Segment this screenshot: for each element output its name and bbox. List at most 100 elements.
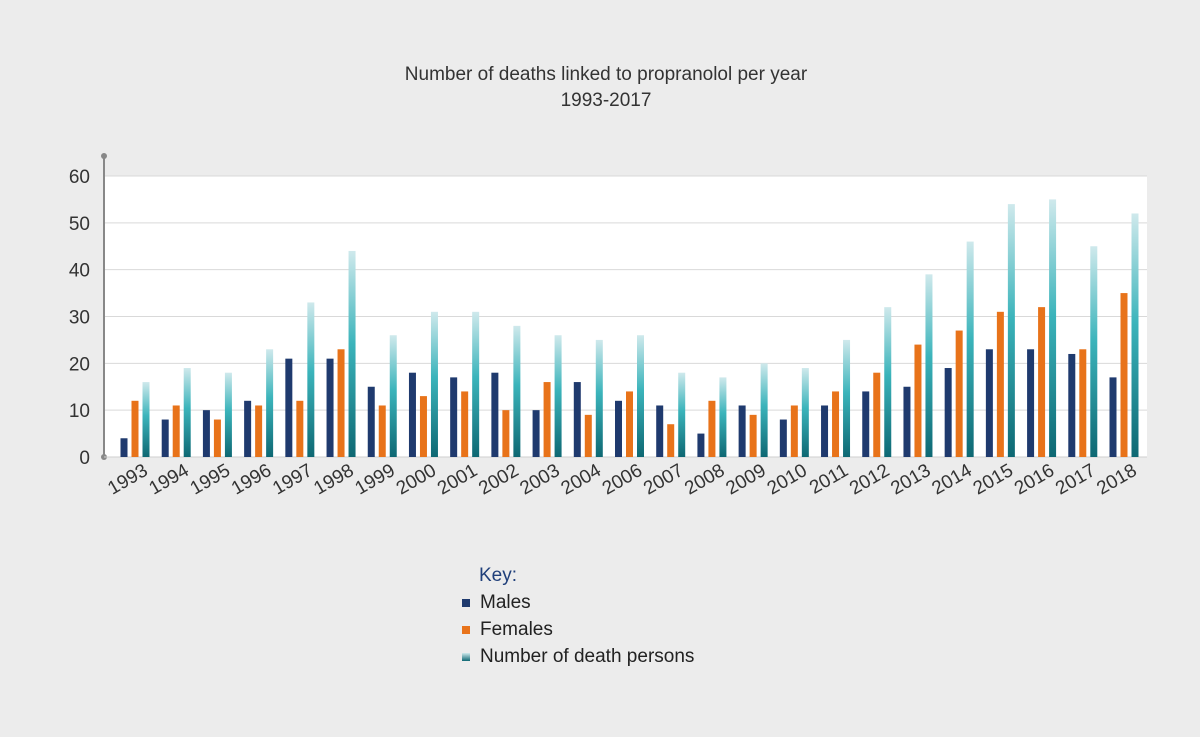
- bar-female-2018: [1120, 293, 1128, 457]
- bar-total-2001: [472, 311, 480, 457]
- x-tick-label-1993: 1993: [104, 460, 151, 499]
- x-tick-label-2015: 2015: [970, 460, 1017, 499]
- bar-male-2007: [656, 405, 664, 457]
- bar-male-1996: [244, 400, 252, 457]
- bar-total-2010: [801, 368, 809, 457]
- chart-subtitle: 1993-2017: [560, 90, 652, 111]
- bar-female-2006: [626, 391, 633, 457]
- bar-male-2018: [1109, 377, 1117, 457]
- bar-female-2015: [996, 311, 1004, 457]
- x-tick-label-2016: 2016: [1011, 460, 1058, 499]
- bar-male-2017: [1068, 353, 1076, 457]
- bar-male-2003: [532, 410, 540, 457]
- bar-total-2016: [1049, 199, 1057, 457]
- bar-male-2001: [450, 377, 458, 457]
- legend-label-females: Females: [480, 619, 553, 640]
- bar-male-1998: [326, 358, 334, 457]
- bar-male-2011: [821, 405, 829, 457]
- bar-total-2002: [513, 325, 521, 457]
- bar-female-1999: [378, 405, 386, 457]
- bar-total-1994: [183, 368, 191, 457]
- x-tick-label-2018: 2018: [1093, 460, 1140, 499]
- bar-total-2003: [554, 335, 562, 457]
- bar-total-1999: [389, 335, 397, 457]
- bar-total-1995: [224, 372, 232, 457]
- bar-female-1997: [296, 400, 304, 457]
- chart-title: Number of deaths linked to propranolol p…: [404, 64, 808, 85]
- bar-total-2012: [884, 307, 892, 457]
- bar-female-2016: [1038, 307, 1046, 457]
- bar-male-1995: [202, 410, 210, 457]
- bar-total-1996: [266, 349, 274, 457]
- bar-total-1998: [348, 250, 356, 457]
- bar-female-2001: [461, 391, 469, 457]
- legend-item-females: Females: [462, 616, 694, 643]
- bar-total-2017: [1090, 246, 1098, 457]
- bar-total-2006: [637, 335, 644, 457]
- bar-female-2014: [955, 330, 963, 457]
- bar-female-2013: [914, 344, 922, 457]
- bar-female-2009: [749, 414, 757, 457]
- bar-male-2010: [779, 419, 787, 457]
- bar-female-1993: [131, 400, 139, 457]
- bar-total-2018: [1131, 213, 1139, 457]
- x-tick-label-2017: 2017: [1052, 460, 1099, 499]
- x-tick-label-2008: 2008: [681, 460, 728, 499]
- bar-female-1998: [337, 349, 345, 457]
- bar-male-2009: [738, 405, 746, 457]
- x-tick-label-2002: 2002: [475, 460, 522, 499]
- x-tick-label-1994: 1994: [146, 460, 193, 500]
- bar-total-2011: [843, 339, 851, 457]
- bar-female-2012: [873, 372, 881, 457]
- legend-swatch-total: [462, 652, 470, 661]
- x-tick-label-2004: 2004: [558, 460, 605, 500]
- bar-male-2006: [615, 400, 622, 457]
- bar-female-2003: [543, 382, 551, 457]
- bar-female-2011: [832, 391, 840, 457]
- x-tick-label-2013: 2013: [887, 460, 934, 499]
- bar-male-2014: [944, 368, 952, 457]
- bar-male-2016: [1027, 349, 1035, 457]
- bar-male-2013: [903, 386, 911, 457]
- bar-female-2007: [667, 424, 675, 457]
- x-tick-label-2006: 2006: [599, 460, 646, 499]
- y-tick-label-30: 30: [69, 308, 90, 329]
- y-tick-label-60: 60: [69, 167, 90, 188]
- x-tick-label-2011: 2011: [806, 460, 852, 499]
- bar-female-2017: [1079, 349, 1087, 457]
- y-tick-label-10: 10: [69, 401, 90, 422]
- legend-label-total: Number of death persons: [480, 646, 695, 667]
- bar-male-1999: [367, 386, 375, 457]
- x-tick-label-1997: 1997: [269, 460, 316, 499]
- bar-male-1997: [285, 358, 293, 457]
- bar-total-2013: [925, 274, 933, 457]
- legend-swatch-females: [462, 625, 470, 634]
- bar-female-1994: [172, 405, 180, 457]
- x-tick-label-2001: 2001: [434, 460, 481, 499]
- bar-total-2015: [1007, 204, 1015, 457]
- plot-area: 0 10 20 30 40 50 60 199319941995199619971998199…: [69, 153, 1147, 499]
- y-tick-label-50: 50: [69, 214, 90, 235]
- bar-total-2009: [760, 363, 768, 457]
- x-tick-label-1998: 1998: [310, 460, 357, 499]
- x-tick-label-2009: 2009: [723, 460, 770, 499]
- bar-total-1997: [307, 302, 315, 457]
- bar-female-2000: [419, 396, 427, 457]
- x-tick-label-2000: 2000: [393, 460, 440, 499]
- bar-male-2002: [491, 372, 499, 457]
- chart-title-block: Number of deaths linked to propranolol p…: [0, 62, 1200, 114]
- y-tick-label-0: 0: [79, 448, 90, 469]
- bar-female-2008: [708, 400, 716, 457]
- y-axis-top-dot: [101, 153, 107, 159]
- bar-female-1996: [255, 405, 263, 457]
- bar-total-1993: [142, 382, 150, 457]
- bar-male-2000: [408, 372, 416, 457]
- legend: Key: Males Females Number of death perso…: [462, 562, 694, 670]
- bar-total-2000: [430, 311, 438, 457]
- legend-swatch-males: [462, 598, 470, 607]
- bar-female-2004: [584, 414, 592, 457]
- x-tick-label-2003: 2003: [516, 460, 563, 499]
- bar-female-2010: [790, 405, 798, 457]
- bar-male-2015: [985, 349, 993, 457]
